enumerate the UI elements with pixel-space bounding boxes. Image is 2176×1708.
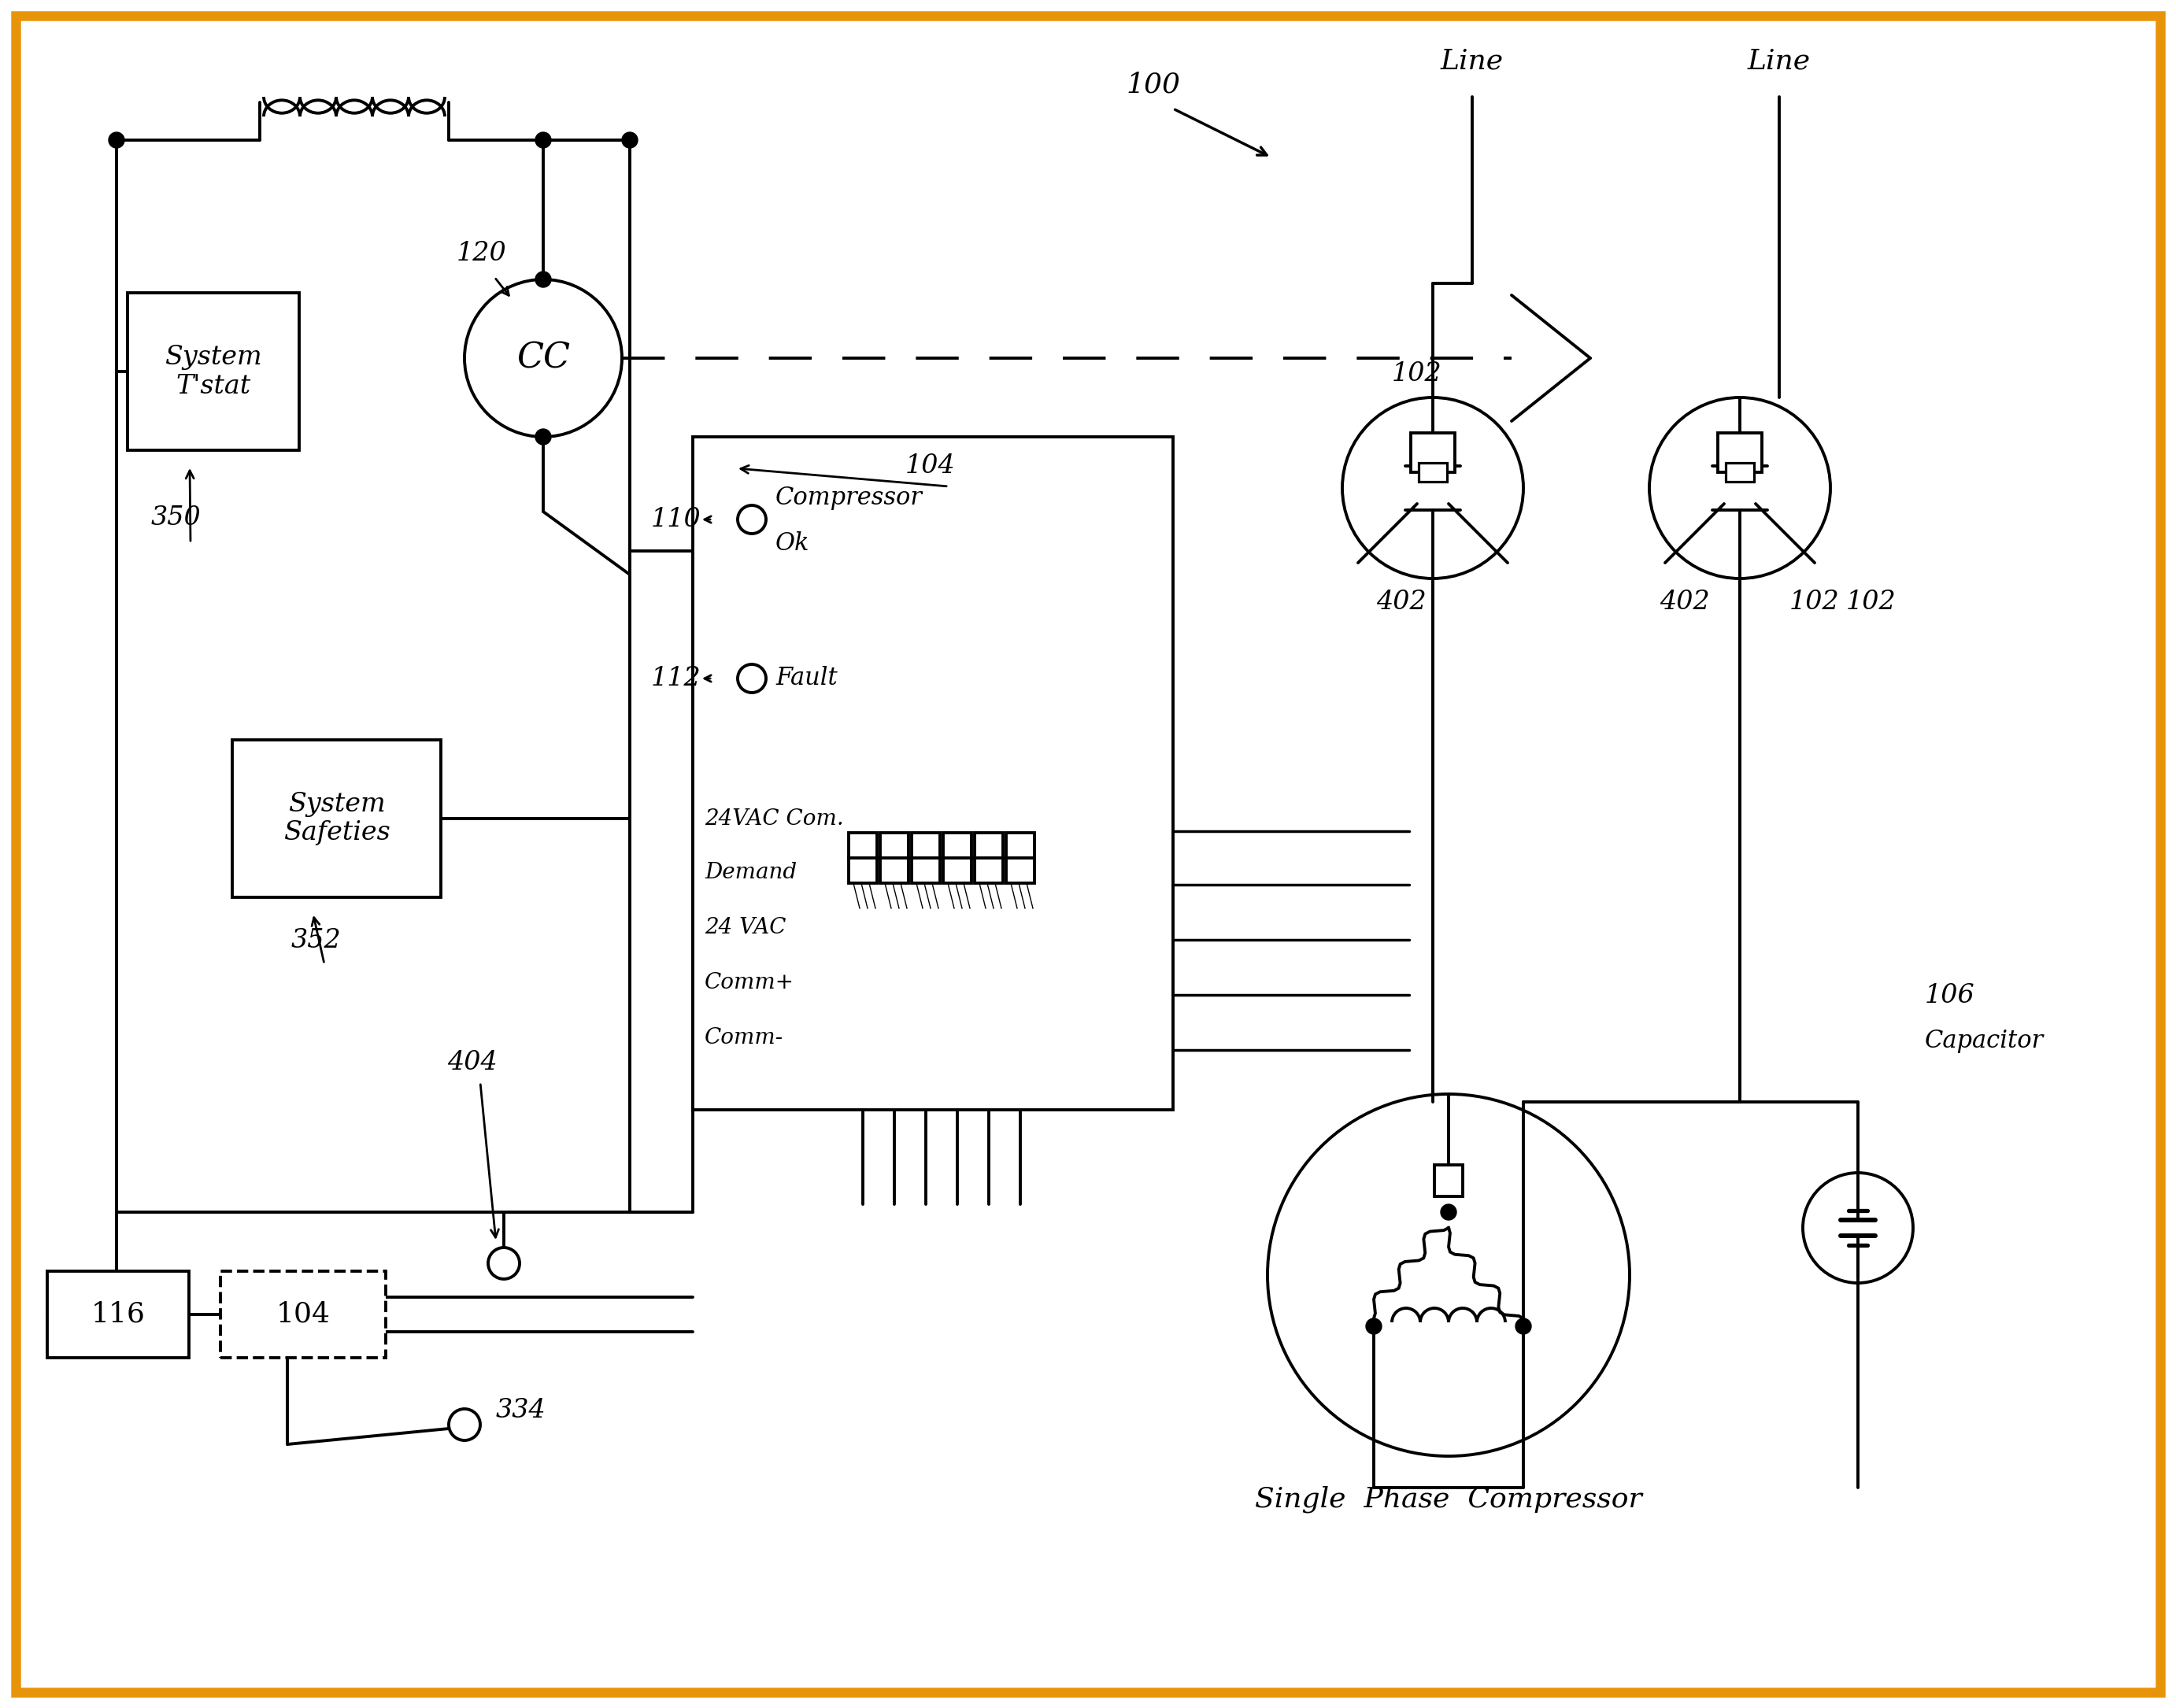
Text: 402: 402 bbox=[1375, 589, 1427, 615]
Text: System
Safeties: System Safeties bbox=[283, 791, 390, 845]
Text: 404: 404 bbox=[448, 1050, 498, 1074]
Bar bbox=[1434, 1165, 1462, 1196]
Bar bbox=[233, 740, 442, 897]
Text: 112: 112 bbox=[651, 666, 701, 692]
Text: 352: 352 bbox=[292, 927, 342, 953]
Bar bbox=[1419, 463, 1447, 482]
Circle shape bbox=[535, 272, 551, 287]
Text: Fault: Fault bbox=[775, 666, 838, 690]
Bar bbox=[879, 834, 910, 857]
Bar bbox=[1005, 834, 1034, 857]
Text: 24VAC Com.: 24VAC Com. bbox=[705, 808, 844, 828]
Text: Line: Line bbox=[1441, 48, 1504, 75]
Bar bbox=[942, 834, 970, 857]
Text: Single  Phase  Compressor: Single Phase Compressor bbox=[1256, 1486, 1643, 1513]
Circle shape bbox=[1441, 1204, 1456, 1220]
Text: 110: 110 bbox=[651, 507, 701, 533]
Bar bbox=[879, 857, 910, 883]
Text: 120: 120 bbox=[457, 241, 507, 266]
Text: Comm-: Comm- bbox=[705, 1027, 783, 1049]
Bar bbox=[849, 834, 877, 857]
Circle shape bbox=[535, 132, 551, 149]
Bar bbox=[692, 437, 1173, 1110]
Text: System
T'stat: System T'stat bbox=[165, 345, 261, 398]
Text: Demand: Demand bbox=[705, 861, 796, 883]
Text: 102: 102 bbox=[1393, 362, 1443, 386]
Text: 334: 334 bbox=[496, 1397, 546, 1423]
Bar bbox=[128, 292, 298, 451]
Bar bbox=[48, 1271, 189, 1358]
Bar bbox=[942, 857, 970, 883]
Circle shape bbox=[535, 429, 551, 444]
Text: Compressor: Compressor bbox=[775, 485, 923, 511]
Text: Ok: Ok bbox=[775, 531, 809, 555]
Bar bbox=[912, 834, 940, 857]
Text: Comm+: Comm+ bbox=[705, 972, 794, 992]
Circle shape bbox=[109, 132, 124, 149]
Bar bbox=[912, 857, 940, 883]
Bar bbox=[1005, 857, 1034, 883]
Text: Capacitor: Capacitor bbox=[1926, 1028, 2043, 1052]
Circle shape bbox=[622, 132, 638, 149]
Bar bbox=[1717, 432, 1763, 471]
Circle shape bbox=[1367, 1319, 1382, 1334]
Bar bbox=[1726, 463, 1754, 482]
Text: CC: CC bbox=[516, 342, 570, 376]
Bar bbox=[975, 857, 1003, 883]
Bar bbox=[1410, 432, 1456, 471]
Text: 102: 102 bbox=[1845, 589, 1895, 615]
Text: Line: Line bbox=[1747, 48, 1810, 75]
Text: 104: 104 bbox=[905, 453, 955, 478]
Circle shape bbox=[1514, 1319, 1532, 1334]
Text: 100: 100 bbox=[1125, 72, 1179, 99]
Text: 402: 402 bbox=[1660, 589, 1710, 615]
Text: 116: 116 bbox=[91, 1301, 146, 1327]
Bar bbox=[220, 1271, 385, 1358]
Text: 106: 106 bbox=[1926, 984, 1976, 1008]
Text: 102: 102 bbox=[1789, 589, 1839, 615]
Text: 24 VAC: 24 VAC bbox=[705, 917, 786, 938]
Text: 104: 104 bbox=[276, 1301, 331, 1327]
Bar bbox=[849, 857, 877, 883]
Bar bbox=[975, 834, 1003, 857]
Text: 350: 350 bbox=[150, 506, 202, 531]
